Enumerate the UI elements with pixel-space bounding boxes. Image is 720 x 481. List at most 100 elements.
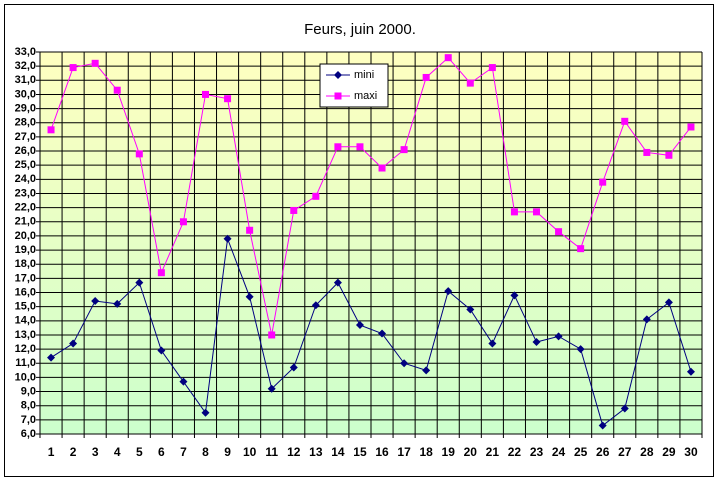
data-point: [113, 299, 122, 308]
data-point: [378, 164, 386, 172]
x-tick-label: 24: [552, 445, 566, 459]
x-tick-label: 29: [662, 445, 676, 459]
data-point: [224, 95, 232, 103]
data-point: [510, 291, 519, 300]
legend-box: [319, 63, 389, 108]
data-point: [113, 86, 121, 94]
data-point: [488, 339, 497, 348]
x-tick-label: 13: [309, 445, 323, 459]
data-point: [687, 123, 695, 131]
data-point: [312, 192, 320, 200]
y-tick-label: 15,0: [15, 301, 36, 313]
x-tick-label: 8: [202, 445, 209, 459]
data-point: [598, 421, 607, 430]
data-point: [510, 208, 518, 216]
data-point: [466, 79, 474, 87]
data-point: [422, 73, 430, 81]
data-point: [444, 54, 452, 62]
y-tick-label: 27,0: [15, 131, 36, 143]
y-tick-label: 10,0: [15, 371, 36, 383]
data-point: [620, 404, 629, 413]
x-tick-label: 14: [331, 445, 345, 459]
data-point: [466, 305, 475, 314]
data-point: [91, 297, 100, 306]
y-tick-label: 9,0: [21, 385, 36, 397]
data-point: [289, 363, 298, 372]
data-point: [246, 226, 254, 234]
data-point: [179, 218, 187, 226]
data-point: [555, 228, 563, 236]
y-tick-label: 12,0: [15, 343, 36, 355]
data-point: [444, 287, 453, 296]
series-line: [50, 56, 692, 336]
data-point: [532, 338, 541, 347]
y-tick-label: 6,0: [21, 428, 36, 440]
y-tick-label: 21,0: [15, 216, 36, 228]
data-point: [47, 353, 56, 362]
x-tick-label: 16: [375, 445, 389, 459]
data-point: [268, 331, 276, 339]
x-tick-label: 4: [114, 445, 121, 459]
data-point: [135, 150, 143, 158]
x-tick-label: 21: [486, 445, 500, 459]
data-point: [355, 321, 364, 330]
x-tick-label: 15: [353, 445, 367, 459]
data-point: [400, 359, 409, 368]
x-tick-label: 10: [243, 445, 257, 459]
data-point: [245, 292, 254, 301]
y-tick-label: 28,0: [15, 117, 36, 129]
data-point: [664, 298, 673, 307]
x-tick-label: 19: [442, 445, 456, 459]
data-point: [157, 269, 165, 277]
data-point: [91, 59, 99, 67]
data-point: [533, 208, 540, 216]
data-point: [599, 178, 607, 186]
y-tick-label: 11,0: [15, 357, 36, 369]
y-tick-label: 25,0: [15, 159, 36, 171]
y-tick-label: 26,0: [15, 145, 36, 157]
chart-title: Feurs, juin 2000.: [304, 21, 416, 38]
x-tick-label: 30: [684, 445, 698, 459]
y-tick-label: 32,0: [15, 60, 36, 72]
legend-marker: [334, 92, 342, 100]
data-point: [422, 366, 431, 375]
data-point: [378, 329, 387, 338]
y-tick-label: 24,0: [15, 173, 36, 185]
x-tick-label: 3: [92, 445, 99, 459]
y-tick-label: 18,0: [15, 258, 36, 270]
x-tick-label: 2: [70, 445, 77, 459]
data-point: [554, 332, 563, 341]
x-tick-label: 26: [596, 445, 610, 459]
legend-label: maxi: [354, 90, 377, 102]
y-tick-label: 17,0: [15, 272, 36, 284]
data-point: [334, 143, 342, 151]
x-tick-label: 22: [508, 445, 522, 459]
data-point: [400, 146, 408, 154]
data-point: [577, 245, 585, 253]
data-point: [202, 90, 209, 98]
y-tick-label: 33,0: [15, 46, 36, 58]
data-point: [290, 206, 298, 214]
y-tick-label: 29,0: [15, 102, 36, 114]
data-point: [643, 148, 651, 156]
data-point: [69, 64, 77, 72]
data-point: [157, 346, 166, 355]
data-point: [69, 339, 78, 348]
legend-label: mini: [354, 69, 374, 81]
x-tick-label: 23: [530, 445, 544, 459]
x-tick-label: 5: [136, 445, 143, 459]
x-tick-label: 9: [224, 445, 231, 459]
x-tick-label: 12: [287, 445, 301, 459]
data-point: [356, 143, 364, 151]
data-point: [642, 315, 651, 324]
data-point: [223, 234, 232, 243]
data-point: [179, 377, 188, 386]
data-point: [333, 278, 342, 287]
y-tick-label: 14,0: [15, 315, 36, 327]
x-tick-label: 11: [265, 445, 278, 459]
x-tick-label: 7: [180, 445, 187, 459]
data-point: [201, 408, 210, 417]
series-line: [50, 238, 692, 427]
